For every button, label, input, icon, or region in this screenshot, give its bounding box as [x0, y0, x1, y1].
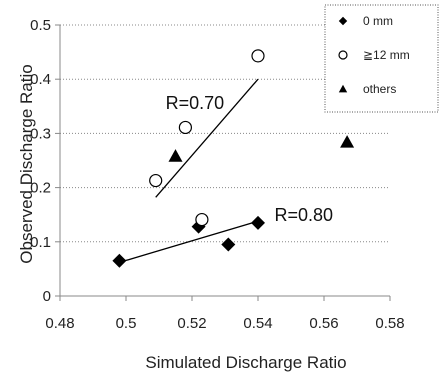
x-tick-label: 0.5	[116, 315, 137, 332]
data-points	[112, 49, 355, 268]
legend-label: 0 mm	[363, 14, 393, 28]
y-tick-label: 0.3	[30, 125, 51, 142]
axes-layer	[55, 24, 391, 301]
legend-marker	[338, 16, 348, 26]
fit-line-0	[119, 220, 259, 264]
data-point	[251, 49, 265, 63]
y-axis-title: Observed Discharge Ratio	[17, 64, 36, 263]
y-tick-label: 0.4	[30, 71, 51, 88]
x-tick-label: 0.54	[243, 315, 272, 332]
data-point	[251, 215, 265, 230]
x-axis-title: Simulated Discharge Ratio	[145, 353, 346, 372]
annotations: R=0.70 R=0.80	[166, 93, 333, 225]
legend-marker	[338, 50, 348, 60]
data-point	[178, 120, 192, 135]
legend-label: ≧12 mm	[363, 48, 410, 62]
data-point	[221, 237, 236, 252]
fit-lines	[119, 78, 259, 264]
fit-annotation: R=0.80	[275, 205, 334, 225]
legend: 0 mm ≧12 mm others	[324, 4, 439, 113]
x-tick-label: 0.58	[375, 315, 404, 332]
data-point	[112, 253, 127, 268]
tick-labels: 0 0.1 0.2 0.3 0.4 0.5 0.48 0.5 0.52 0.54 0.56 0.58	[30, 17, 404, 332]
data-point	[149, 173, 163, 188]
legend-marker	[338, 84, 348, 93]
y-tick-label: 0	[43, 288, 51, 305]
y-tick-label: 0.2	[30, 180, 51, 197]
data-point	[340, 135, 355, 148]
y-tick-label: 0.5	[30, 17, 51, 34]
legend-label: others	[363, 82, 396, 96]
x-tick-label: 0.48	[45, 315, 74, 332]
fit-annotation: R=0.70	[166, 93, 225, 113]
data-point	[168, 149, 183, 162]
y-tick-label: 0.1	[30, 234, 51, 251]
data-point	[195, 212, 209, 227]
fit-line-1	[155, 78, 259, 198]
x-tick-label: 0.56	[309, 315, 338, 332]
x-tick-label: 0.52	[177, 315, 206, 332]
